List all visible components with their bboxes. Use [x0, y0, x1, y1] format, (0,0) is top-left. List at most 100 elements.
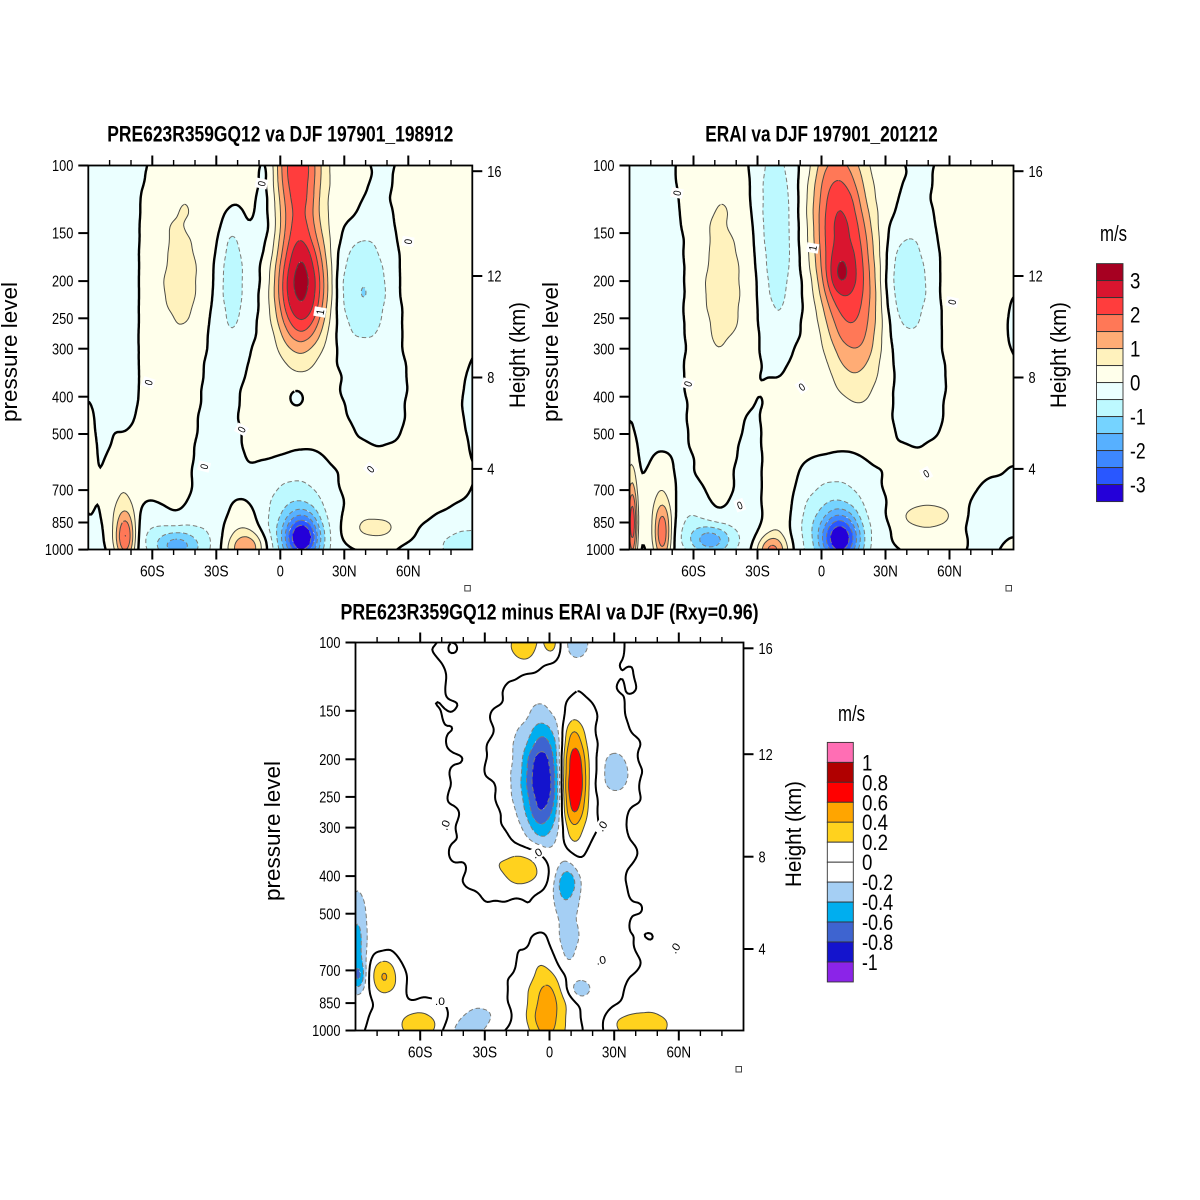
svg-text:0: 0 — [1130, 371, 1140, 396]
svg-text:100: 100 — [319, 635, 341, 652]
svg-text:700: 700 — [52, 483, 74, 500]
svg-text:Height (km): Height (km) — [1046, 302, 1071, 408]
svg-text:0: 0 — [862, 850, 872, 875]
svg-text:400: 400 — [319, 869, 341, 886]
svg-text:-0.4: -0.4 — [862, 890, 893, 915]
svg-text:60N: 60N — [666, 1045, 691, 1062]
svg-text:0: 0 — [199, 463, 212, 471]
svg-text:-2: -2 — [1130, 439, 1146, 464]
svg-text:250: 250 — [52, 311, 74, 328]
svg-text:700: 700 — [593, 483, 615, 500]
svg-text:250: 250 — [319, 790, 341, 807]
svg-text:16: 16 — [1029, 164, 1043, 181]
svg-text:30N: 30N — [873, 564, 898, 581]
svg-text:4: 4 — [1029, 462, 1036, 479]
svg-text:0: 0 — [256, 180, 269, 187]
svg-text:400: 400 — [593, 389, 615, 406]
svg-text:-1: -1 — [862, 950, 878, 975]
svg-text:0.6: 0.6 — [862, 790, 888, 815]
svg-text:0: 0 — [921, 468, 931, 481]
svg-text:.0: .0 — [435, 996, 445, 1008]
svg-text:0.4: 0.4 — [862, 810, 888, 835]
svg-text:30S: 30S — [745, 564, 770, 581]
svg-text:.0: .0 — [439, 819, 454, 833]
svg-text:0: 0 — [818, 564, 825, 581]
svg-text:Height (km): Height (km) — [781, 781, 806, 887]
svg-text:30S: 30S — [472, 1045, 497, 1062]
svg-text:850: 850 — [52, 515, 74, 532]
svg-text:8: 8 — [759, 849, 766, 866]
svg-text:-1: -1 — [1130, 405, 1146, 430]
svg-text:1: 1 — [862, 750, 872, 775]
svg-text:0: 0 — [143, 379, 156, 388]
svg-text:1: 1 — [1130, 337, 1140, 362]
svg-text:200: 200 — [593, 274, 615, 291]
svg-text:300: 300 — [593, 341, 615, 358]
svg-text:0: 0 — [236, 425, 249, 435]
svg-text:850: 850 — [319, 996, 341, 1013]
svg-text:0: 0 — [277, 564, 284, 581]
svg-text:m/s: m/s — [1100, 221, 1127, 246]
svg-text:0.2: 0.2 — [862, 830, 888, 855]
svg-text:pressure level: pressure level — [538, 282, 563, 422]
svg-text:60S: 60S — [681, 564, 706, 581]
svg-text:0: 0 — [797, 381, 808, 394]
svg-text:3: 3 — [1130, 269, 1140, 294]
svg-text:250: 250 — [593, 311, 615, 328]
svg-text:m/s: m/s — [838, 701, 865, 726]
svg-text:-3: -3 — [1130, 473, 1146, 498]
svg-text:300: 300 — [319, 820, 341, 837]
svg-text:4: 4 — [487, 462, 494, 479]
svg-text:1: 1 — [315, 309, 328, 316]
svg-text:60N: 60N — [396, 564, 421, 581]
svg-text:0: 0 — [682, 380, 695, 389]
svg-text:1000: 1000 — [45, 542, 74, 559]
svg-text:0: 0 — [947, 298, 960, 305]
svg-text:ERAI va DJF 197901_201212: ERAI va DJF 197901_201212 — [705, 122, 938, 147]
svg-text:4: 4 — [759, 942, 766, 959]
svg-text:100: 100 — [593, 158, 615, 175]
svg-text:8: 8 — [487, 370, 494, 387]
svg-text:300: 300 — [52, 341, 74, 358]
svg-text:-0.2: -0.2 — [862, 870, 893, 895]
svg-text:1: 1 — [807, 245, 820, 252]
svg-text:150: 150 — [319, 703, 341, 720]
svg-text:PRE623R359GQ12 va DJF 197901_1: PRE623R359GQ12 va DJF 197901_198912 — [107, 122, 453, 147]
svg-text:0: 0 — [672, 189, 685, 196]
svg-text:12: 12 — [1029, 269, 1043, 286]
svg-text:850: 850 — [593, 515, 615, 532]
svg-text:60S: 60S — [140, 564, 165, 581]
svg-text:12: 12 — [759, 747, 773, 764]
svg-text:8: 8 — [1029, 370, 1036, 387]
svg-text:60N: 60N — [937, 564, 962, 581]
svg-text:500: 500 — [593, 427, 615, 444]
svg-text:1000: 1000 — [586, 542, 615, 559]
svg-text:60S: 60S — [408, 1045, 433, 1062]
svg-text:16: 16 — [759, 641, 773, 658]
svg-text:500: 500 — [319, 906, 341, 923]
svg-text:16: 16 — [487, 164, 501, 181]
svg-text:2: 2 — [1130, 303, 1140, 328]
svg-text:200: 200 — [52, 274, 74, 291]
svg-text:200: 200 — [319, 752, 341, 769]
svg-text:30N: 30N — [602, 1045, 627, 1062]
svg-text:0: 0 — [365, 464, 377, 476]
svg-text:100: 100 — [52, 158, 74, 175]
svg-text:1000: 1000 — [312, 1023, 341, 1040]
svg-text:-0.6: -0.6 — [862, 910, 893, 935]
svg-text:150: 150 — [52, 226, 74, 243]
svg-text:400: 400 — [52, 389, 74, 406]
svg-text:0.8: 0.8 — [862, 770, 888, 795]
svg-text:30N: 30N — [332, 564, 357, 581]
svg-text:pressure level: pressure level — [0, 282, 22, 422]
svg-text:30S: 30S — [204, 564, 229, 581]
svg-text:PRE623R359GQ12 minus ERAI va D: PRE623R359GQ12 minus ERAI va DJF (Rxy=0.… — [341, 600, 759, 625]
svg-text:500: 500 — [52, 427, 74, 444]
svg-text:0: 0 — [546, 1045, 553, 1062]
svg-text:12: 12 — [487, 269, 501, 286]
svg-text:0: 0 — [403, 238, 416, 245]
svg-text:.0: .0 — [595, 954, 607, 968]
svg-text:700: 700 — [319, 963, 341, 980]
svg-text:-0.8: -0.8 — [862, 930, 893, 955]
svg-text:Height (km): Height (km) — [505, 302, 530, 408]
